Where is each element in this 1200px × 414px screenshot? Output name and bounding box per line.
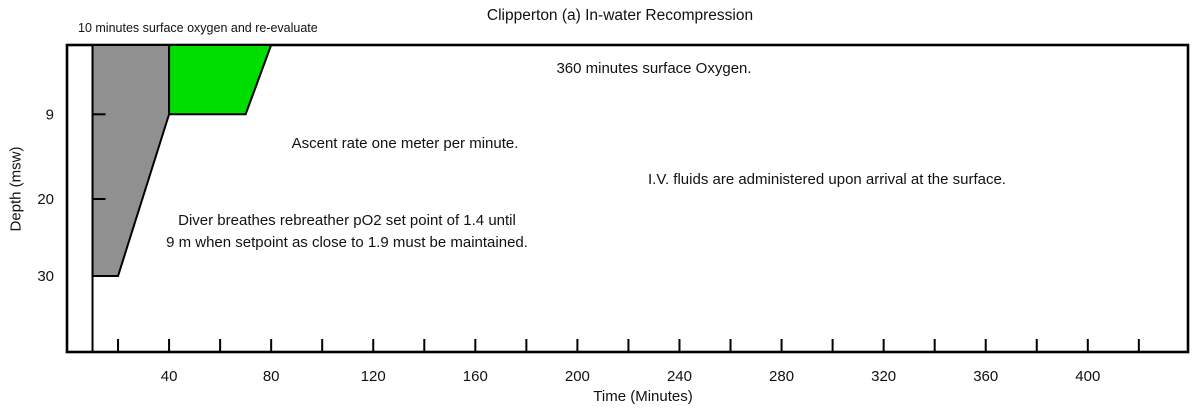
y-axis-tick-label: 9: [46, 106, 54, 123]
annotation-iv-fluids: I.V. fluids are administered upon arriva…: [648, 171, 1006, 188]
x-axis-tick-label: 200: [565, 368, 590, 385]
x-axis-tick-label: 160: [463, 368, 488, 385]
annotation-pre-note: 10 minutes surface oxygen and re-evaluat…: [78, 21, 318, 35]
annotation-ascent-rate: Ascent rate one meter per minute.: [291, 135, 519, 152]
y-axis-tick-label: 20: [37, 191, 54, 208]
annotation-surface-oxygen: 360 minutes surface Oxygen.: [556, 60, 752, 77]
nine-metre-oxygen-phase-polygon: [168, 44, 273, 116]
recompression-phase-polygon: [91, 44, 171, 277]
x-axis-tick-label: 80: [263, 368, 280, 385]
x-axis-title: Time (Minutes): [593, 388, 693, 405]
x-axis-tick-label: 320: [871, 368, 896, 385]
annotation-diver-breathes-line1: Diver breathes rebreather pO2 set point …: [178, 212, 516, 229]
x-axis-tick-label: 40: [161, 368, 178, 385]
chart-title: Clipperton (a) In-water Recompression: [486, 7, 754, 24]
annotation-diver-breathes: Diver breathes rebreather pO2 set point …: [166, 210, 528, 254]
annotation-diver-breathes-line2: 9 m when setpoint as close to 1.9 must b…: [166, 234, 528, 251]
x-axis-tick-label: 360: [973, 368, 998, 385]
x-axis-tick-label: 240: [667, 368, 692, 385]
x-axis-tick-label: 120: [361, 368, 386, 385]
x-axis-tick-label: 280: [769, 368, 794, 385]
y-axis-tick-label: 30: [37, 268, 54, 285]
x-axis-tick-label: 400: [1075, 368, 1100, 385]
y-axis-title: Depth (msw): [7, 146, 25, 232]
